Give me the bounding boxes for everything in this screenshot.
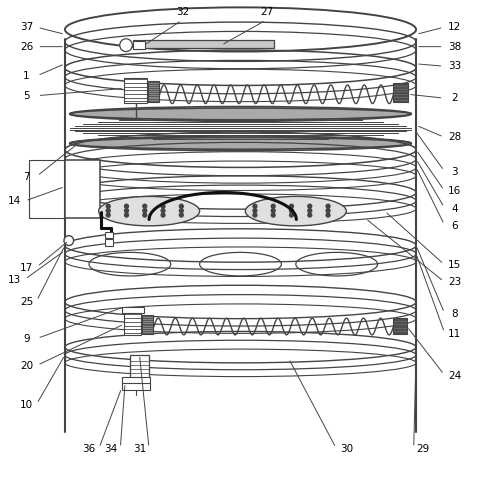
Bar	[144, 40, 274, 48]
Bar	[133, 40, 145, 49]
Text: 25: 25	[20, 297, 33, 307]
Bar	[124, 312, 141, 335]
Text: 7: 7	[23, 172, 30, 182]
Circle shape	[179, 213, 183, 217]
Circle shape	[271, 213, 275, 217]
Text: 12: 12	[447, 22, 460, 32]
Circle shape	[106, 213, 110, 217]
Circle shape	[120, 39, 132, 52]
Circle shape	[161, 209, 165, 213]
Circle shape	[124, 209, 128, 213]
Circle shape	[325, 213, 329, 217]
Text: 16: 16	[447, 187, 460, 196]
Text: 34: 34	[104, 444, 117, 454]
Text: 17: 17	[20, 263, 33, 273]
Circle shape	[64, 236, 73, 246]
Bar	[65, 160, 99, 218]
Text: 37: 37	[20, 22, 33, 32]
Circle shape	[325, 209, 329, 213]
Text: 11: 11	[447, 329, 460, 339]
Text: 26: 26	[20, 42, 33, 52]
Text: 1: 1	[23, 71, 30, 81]
Bar	[105, 232, 112, 238]
Circle shape	[161, 213, 165, 217]
Bar	[142, 315, 153, 334]
Text: 23: 23	[447, 277, 460, 287]
Bar	[124, 78, 147, 103]
Circle shape	[289, 213, 293, 217]
Text: 9: 9	[23, 334, 30, 344]
Text: 20: 20	[20, 361, 33, 371]
Text: 24: 24	[447, 371, 460, 381]
Bar	[121, 377, 149, 384]
Text: 2: 2	[450, 93, 457, 103]
Circle shape	[106, 204, 110, 208]
Circle shape	[124, 213, 128, 217]
Bar	[393, 83, 407, 102]
Circle shape	[289, 209, 293, 213]
Circle shape	[307, 209, 311, 213]
Ellipse shape	[70, 137, 410, 149]
Circle shape	[143, 209, 146, 213]
Ellipse shape	[245, 196, 346, 226]
Circle shape	[252, 213, 256, 217]
Text: 33: 33	[447, 61, 460, 71]
Circle shape	[143, 213, 146, 217]
Circle shape	[325, 204, 329, 208]
Circle shape	[271, 204, 275, 208]
Text: 31: 31	[132, 444, 146, 454]
Circle shape	[161, 204, 165, 208]
Bar	[393, 318, 406, 334]
Text: 10: 10	[20, 400, 33, 410]
Circle shape	[307, 204, 311, 208]
Text: 30: 30	[339, 444, 352, 454]
Circle shape	[143, 204, 146, 208]
Bar	[130, 355, 149, 378]
Circle shape	[179, 209, 183, 213]
Text: 38: 38	[447, 42, 460, 52]
Text: 5: 5	[23, 91, 30, 101]
Text: 27: 27	[260, 7, 273, 17]
Text: 36: 36	[82, 444, 96, 454]
Ellipse shape	[98, 196, 199, 226]
Text: 3: 3	[450, 167, 457, 177]
Text: 28: 28	[447, 133, 460, 142]
Text: 29: 29	[416, 444, 429, 454]
Circle shape	[124, 204, 128, 208]
Text: 13: 13	[8, 275, 21, 285]
Text: 14: 14	[8, 196, 21, 206]
Text: 32: 32	[176, 7, 189, 17]
Text: 8: 8	[450, 309, 457, 319]
Bar	[121, 307, 144, 313]
Bar	[148, 81, 158, 102]
Text: 4: 4	[450, 204, 457, 214]
Circle shape	[252, 209, 256, 213]
Bar	[133, 41, 145, 49]
Circle shape	[271, 209, 275, 213]
Text: 6: 6	[450, 221, 457, 231]
Circle shape	[106, 209, 110, 213]
Bar	[105, 239, 112, 246]
Bar	[121, 383, 149, 390]
Circle shape	[289, 204, 293, 208]
Circle shape	[252, 204, 256, 208]
Circle shape	[307, 213, 311, 217]
Ellipse shape	[70, 108, 410, 120]
Text: 15: 15	[447, 260, 460, 270]
Circle shape	[179, 204, 183, 208]
